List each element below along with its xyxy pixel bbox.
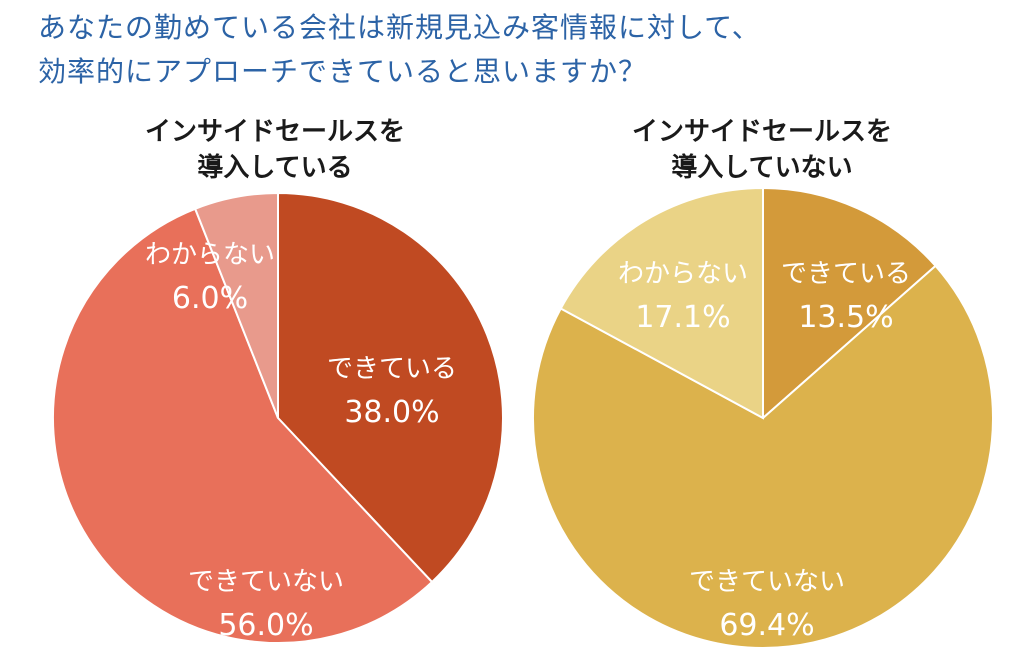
slice-value: 13.5% [798,300,893,335]
chart-title-line: 導入している [197,152,352,183]
slice-value: 6.0% [172,281,248,316]
slice-label: できていない [188,567,344,597]
slice-label: できている [781,259,911,289]
slice-label: できていない [689,567,845,597]
pie-slice [762,186,937,421]
chart-title-line: インサイドセールスを [632,117,892,147]
slice-value: 17.1% [635,300,730,335]
pie-slice [277,191,504,584]
slice-label: わからない [145,240,275,270]
slice-value: 69.4% [719,608,814,643]
chart-title-line: インサイドセールスを [145,117,405,147]
slice-value: 56.0% [218,608,313,643]
chart-title-line: 導入していない [671,152,852,183]
pie-slice [193,191,279,419]
pie-slice [52,207,434,644]
title-line-2: 効率的にアプローチできていると思いますか？ [38,55,648,88]
slice-label: わからない [618,259,748,289]
slice-value: 38.0% [344,395,439,430]
slice-label: できている [327,354,457,384]
title-line-1: あなたの勤めている会社は新規見込み客情報に対して、 [38,11,761,44]
pie-slice [532,264,994,649]
page-title: あなたの勤めている会社は新規見込み客情報に対して、 効率的にアプローチできている… [38,6,998,94]
pie-slice [559,186,764,420]
